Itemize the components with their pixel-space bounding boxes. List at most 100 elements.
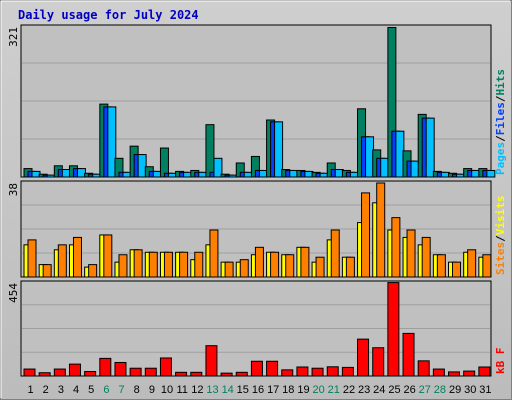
bar-kb-f-day-20 — [311, 367, 324, 377]
x-label-day-12: 12 — [191, 384, 203, 396]
bar-kb-f-day-26 — [402, 332, 415, 377]
bar-sites-day-28 — [436, 254, 446, 278]
bar-sites-day-22 — [345, 256, 355, 278]
x-label-day-3: 3 — [58, 384, 64, 396]
bar-kb-f-day-23 — [357, 338, 370, 377]
bar-pages-day-27 — [425, 117, 435, 178]
x-label-day-1: 1 — [28, 384, 34, 396]
bar-sites-day-3 — [57, 244, 67, 278]
bar-sites-day-26 — [406, 229, 416, 278]
y-max-label: 454 — [7, 283, 20, 303]
panel-sites-visits: 38 Sites/Visits — [7, 180, 507, 278]
bar-kb-f-day-28 — [432, 368, 445, 377]
chart-title: Daily usage for July 2024 — [18, 8, 199, 22]
legend-files: Files — [494, 102, 507, 135]
bar-sites-day-24 — [376, 182, 386, 278]
x-label-day-9: 9 — [149, 384, 155, 396]
legend-separator: / — [494, 235, 507, 242]
bar-hits-day-13 — [205, 124, 215, 178]
legend-sites: Sites — [494, 242, 507, 275]
x-label-day-30: 30 — [464, 384, 476, 396]
bar-sites-day-11 — [179, 251, 189, 278]
side-legend: Pages/Files/Hits — [494, 69, 507, 175]
bar-kb-f-day-24 — [372, 347, 385, 377]
bar-sites-day-19 — [300, 246, 310, 278]
legend-hits: Hits — [494, 69, 507, 96]
bar-sites-day-23 — [361, 192, 371, 278]
bar-kb-f-day-11 — [175, 371, 188, 377]
x-label-day-13: 13 — [206, 384, 218, 396]
bar-sites-day-29 — [452, 261, 462, 278]
bar-sites-day-10 — [163, 251, 173, 278]
bar-pages-day-6 — [107, 106, 117, 178]
x-label-day-29: 29 — [449, 384, 461, 396]
x-label-day-14: 14 — [222, 384, 234, 396]
x-label-day-4: 4 — [73, 384, 79, 396]
panel-kbytes: 454 kB F — [7, 280, 507, 377]
bar-sites-day-13 — [209, 229, 219, 278]
bar-kb-f-day-5 — [84, 370, 97, 377]
bar-kb-f-day-10 — [159, 357, 172, 377]
bar-sites-day-1 — [27, 239, 37, 278]
bar-kb-f-day-3 — [53, 368, 66, 377]
bar-hits-day-10 — [159, 147, 169, 178]
x-label-day-2: 2 — [43, 384, 49, 396]
bar-kb-f-day-1 — [23, 368, 36, 377]
x-label-day-18: 18 — [282, 384, 294, 396]
bar-kb-f-day-31 — [478, 366, 491, 377]
x-label-day-15: 15 — [237, 384, 249, 396]
x-label-day-7: 7 — [118, 384, 124, 396]
bar-sites-day-16 — [254, 246, 264, 278]
x-label-day-21: 21 — [328, 384, 340, 396]
bar-kb-f-day-15 — [235, 371, 248, 377]
bar-pages-day-31 — [486, 169, 496, 178]
bar-kb-f-day-2 — [38, 372, 51, 377]
side-legend: kB F — [494, 348, 507, 375]
panel-hits-files-pages: 321 Pages/Files/Hits — [7, 24, 507, 178]
bar-kb-f-day-27 — [417, 360, 430, 377]
x-label-day-6: 6 — [103, 384, 109, 396]
bar-sites-day-4 — [72, 236, 82, 278]
x-label-day-24: 24 — [373, 384, 385, 396]
bar-kb-f-day-21 — [326, 366, 339, 377]
bar-kb-f-day-19 — [296, 366, 309, 377]
x-label-day-23: 23 — [358, 384, 370, 396]
x-label-day-5: 5 — [88, 384, 94, 396]
x-label-day-26: 26 — [403, 384, 415, 396]
bar-sites-day-18 — [285, 254, 295, 278]
y-max-label: 321 — [7, 27, 20, 47]
bar-sites-day-6 — [103, 234, 113, 278]
bar-kb-f-day-29 — [448, 371, 461, 377]
bar-sites-day-14 — [224, 261, 234, 278]
bar-kb-f-day-30 — [463, 370, 476, 377]
legend-pages: Pages — [494, 142, 507, 175]
bar-kb-f-day-14 — [220, 372, 233, 377]
x-label-day-31: 31 — [479, 384, 491, 396]
bar-kb-f-day-25 — [387, 282, 400, 377]
bar-kb-f-day-18 — [281, 369, 294, 377]
bar-pages-day-8 — [137, 154, 147, 178]
bar-kb-f-day-6 — [99, 357, 112, 377]
x-label-day-25: 25 — [388, 384, 400, 396]
bar-kb-f-day-9 — [144, 367, 157, 377]
bar-sites-day-20 — [315, 256, 325, 278]
x-label-day-22: 22 — [343, 384, 355, 396]
bar-pages-day-13 — [213, 157, 223, 178]
x-label-day-19: 19 — [297, 384, 309, 396]
side-legend: Sites/Visits — [494, 196, 507, 276]
bar-sites-day-27 — [421, 236, 431, 278]
bar-kb-f-day-17 — [266, 360, 279, 377]
x-label-day-17: 17 — [267, 384, 279, 396]
bar-sites-day-5 — [88, 264, 98, 278]
bar-kb-f-day-16 — [250, 360, 263, 377]
legend-visits: Visits — [494, 196, 507, 236]
bar-sites-day-15 — [239, 259, 249, 278]
bar-sites-day-8 — [133, 249, 143, 278]
x-axis-day-labels: 1 2 3 4 5 6 7 8 9 10 11 12 13 14 15 16 17 18 19 20 21 22 23 24 2… — [28, 384, 492, 396]
bar-kb-f-day-13 — [205, 345, 218, 377]
bar-sites-day-31 — [482, 254, 492, 278]
bar-sites-day-17 — [270, 251, 280, 278]
bar-sites-day-25 — [391, 217, 401, 278]
bar-kb-f-day-12 — [190, 371, 203, 377]
